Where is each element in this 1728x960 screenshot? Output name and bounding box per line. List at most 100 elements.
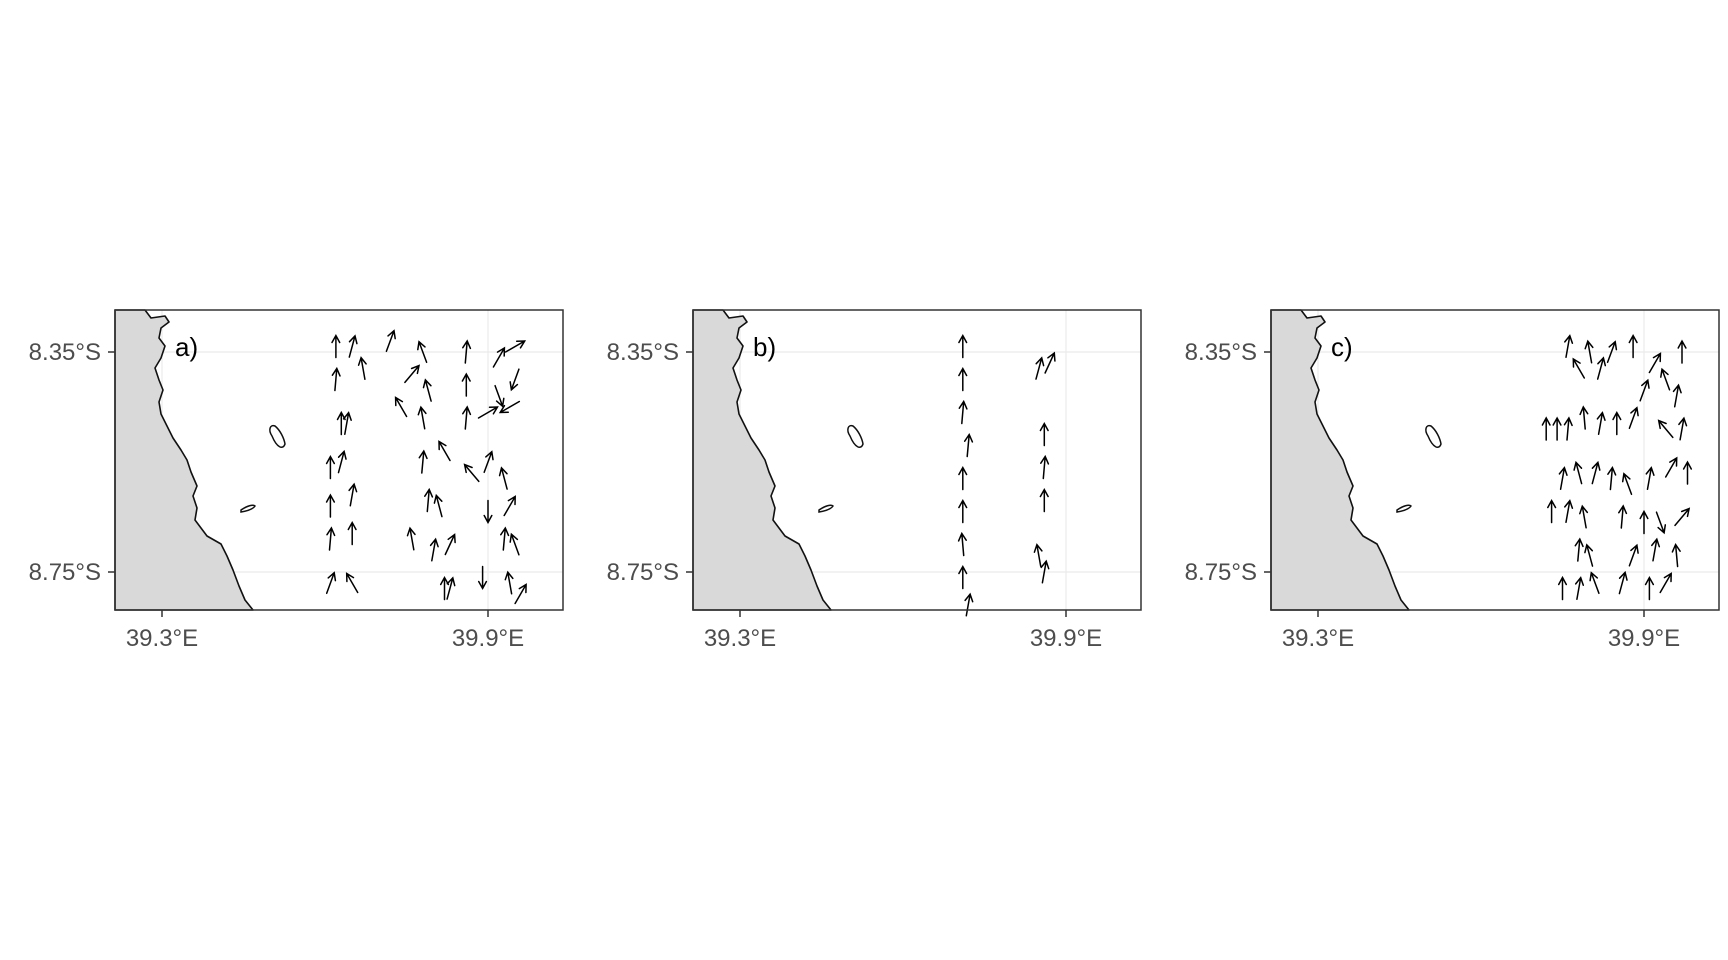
y-tick-label: 8.75°S bbox=[607, 559, 679, 586]
wind-vector-arrow bbox=[438, 440, 451, 462]
island bbox=[818, 504, 834, 513]
x-tick-label: 39.3°E bbox=[1282, 625, 1354, 652]
wind-vector-arrow bbox=[348, 482, 358, 507]
map-panel-a: a) 8.35°S 8.75°S 39.3°E 39.9°E bbox=[29, 309, 564, 652]
wind-vector-arrow bbox=[1612, 410, 1622, 436]
y-axis: 8.35°S 8.75°S bbox=[607, 339, 693, 586]
wind-vector-arrow bbox=[477, 565, 488, 591]
wind-vector-arrow bbox=[1574, 576, 1585, 601]
wind-vector-arrow bbox=[1044, 351, 1056, 374]
wind-vector-layer bbox=[957, 333, 1056, 617]
wind-vector-arrow bbox=[958, 465, 968, 491]
wind-vector-arrow bbox=[483, 450, 494, 474]
wind-vector-arrow bbox=[417, 405, 427, 430]
wind-vector-arrow bbox=[394, 396, 408, 418]
panel-label: b) bbox=[753, 332, 776, 362]
wind-vector-arrow bbox=[1657, 419, 1674, 439]
wind-vector-arrow bbox=[1040, 559, 1050, 584]
wind-vector-arrow bbox=[325, 571, 337, 595]
wind-vector-arrow bbox=[1682, 460, 1693, 485]
wind-vector-arrow bbox=[336, 410, 346, 436]
wind-vector-arrow bbox=[1655, 511, 1667, 535]
y-tick-label: 8.35°S bbox=[607, 339, 679, 366]
wind-vector-arrow bbox=[1672, 383, 1682, 408]
wind-vector-arrow bbox=[1645, 466, 1655, 491]
wind-vector-arrow bbox=[462, 339, 472, 364]
coastline bbox=[114, 309, 254, 611]
y-tick-label: 8.75°S bbox=[1185, 559, 1257, 586]
wind-vector-arrow bbox=[1664, 456, 1678, 478]
wind-vector-arrow bbox=[348, 334, 358, 358]
wind-vector-arrow bbox=[1659, 572, 1672, 594]
wind-vector-arrow bbox=[446, 576, 456, 600]
y-axis: 8.35°S 8.75°S bbox=[1185, 339, 1271, 586]
island bbox=[1396, 504, 1412, 513]
wind-vector-arrow bbox=[1541, 416, 1551, 441]
wind-vector-arrow bbox=[1558, 466, 1568, 491]
wind-vector-arrow bbox=[1574, 537, 1584, 562]
wind-vector-arrow bbox=[1621, 472, 1633, 496]
wind-vector-arrow bbox=[957, 531, 967, 557]
land-mass bbox=[114, 309, 286, 611]
wind-vector-arrow bbox=[494, 384, 505, 408]
wind-vector-arrow bbox=[357, 356, 367, 381]
wind-vector-arrow bbox=[1589, 571, 1600, 595]
wind-vector-arrow bbox=[1039, 421, 1049, 447]
wind-vector-arrow bbox=[1596, 411, 1606, 436]
x-tick-label: 39.3°E bbox=[126, 625, 198, 652]
wind-vector-arrow bbox=[331, 333, 341, 359]
x-axis: 39.3°E 39.9°E bbox=[126, 610, 524, 652]
y-tick-label: 8.35°S bbox=[29, 339, 101, 366]
wind-vector-arrow bbox=[342, 411, 352, 436]
wind-vector-arrow bbox=[404, 364, 421, 384]
wind-vector-arrow bbox=[429, 537, 439, 562]
wind-vector-arrow bbox=[1671, 542, 1681, 568]
wind-vector-arrow bbox=[1564, 499, 1574, 524]
wind-vector-arrow bbox=[1607, 465, 1617, 491]
wind-vector-arrow bbox=[331, 366, 341, 392]
panel-label: a) bbox=[175, 332, 198, 362]
wind-vector-arrow bbox=[1651, 537, 1661, 562]
wind-vector-arrow bbox=[1039, 487, 1049, 513]
wind-vector-arrow bbox=[1572, 357, 1586, 379]
wind-vector-arrow bbox=[1035, 356, 1045, 380]
map-panel-c: c) 8.35°S 8.75°S 39.3°E 39.9°E bbox=[1185, 309, 1720, 652]
x-tick-label: 39.9°E bbox=[1608, 625, 1680, 652]
wind-vector-arrow bbox=[325, 493, 336, 518]
map-panel-b: b) 8.35°S 8.75°S 39.3°E 39.9°E bbox=[607, 309, 1142, 652]
island bbox=[240, 504, 256, 513]
wind-vector-arrow bbox=[345, 572, 359, 594]
wind-vector-arrow bbox=[347, 520, 357, 546]
wind-vector-arrow bbox=[1591, 460, 1601, 485]
wind-vector-arrow bbox=[1639, 509, 1649, 535]
coastline bbox=[1270, 309, 1410, 611]
panel-border bbox=[114, 309, 564, 611]
wind-vector-arrow bbox=[1678, 416, 1688, 441]
wind-vector-arrow bbox=[326, 526, 336, 551]
wind-vector-arrow bbox=[1552, 416, 1562, 441]
wind-vector-arrow bbox=[1040, 454, 1050, 480]
wind-vector-arrow bbox=[1579, 504, 1589, 529]
wind-vector-arrow bbox=[964, 592, 974, 617]
x-axis: 39.3°E 39.9°E bbox=[704, 610, 1102, 652]
wind-vector-arrow bbox=[444, 533, 456, 556]
wind-vector-arrow bbox=[1579, 405, 1589, 430]
wind-vector-arrow bbox=[958, 399, 968, 425]
wind-vector-arrow bbox=[1596, 356, 1607, 380]
wind-vector-arrow bbox=[1573, 460, 1583, 485]
wind-vector-arrow bbox=[477, 406, 499, 419]
wind-vector-arrow bbox=[1606, 340, 1618, 364]
wind-vector-arrow bbox=[1648, 352, 1662, 374]
wind-vector-arrow bbox=[1547, 498, 1557, 524]
wind-vector-arrow bbox=[1584, 339, 1594, 364]
wind-vector-arrow bbox=[337, 449, 347, 474]
panel-label: c) bbox=[1331, 332, 1353, 362]
wind-vector-arrow bbox=[1563, 416, 1573, 441]
wind-vector-arrow bbox=[504, 570, 514, 595]
land-mass bbox=[692, 309, 864, 611]
x-tick-label: 39.9°E bbox=[452, 625, 524, 652]
x-axis: 39.3°E 39.9°E bbox=[1282, 610, 1680, 652]
wind-vector-arrow bbox=[1628, 406, 1639, 430]
y-tick-label: 8.35°S bbox=[1185, 339, 1257, 366]
